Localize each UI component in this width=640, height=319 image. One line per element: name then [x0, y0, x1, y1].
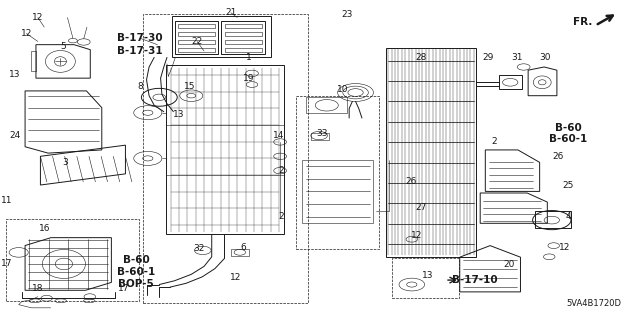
Bar	[225, 48, 262, 52]
Text: 12: 12	[20, 29, 32, 38]
Bar	[175, 21, 218, 54]
Text: 26: 26	[552, 152, 564, 161]
Text: 6: 6	[241, 243, 246, 252]
Text: FR.: FR.	[573, 17, 592, 27]
Bar	[221, 21, 265, 54]
Text: 12: 12	[559, 243, 570, 252]
Text: 13: 13	[173, 110, 184, 119]
Bar	[178, 24, 215, 28]
Text: 19: 19	[243, 74, 255, 83]
Text: 12: 12	[230, 273, 242, 282]
Text: 24: 24	[9, 131, 20, 140]
Bar	[225, 40, 262, 44]
Text: 3: 3	[62, 158, 68, 167]
Text: 5VA4B1720D: 5VA4B1720D	[566, 299, 621, 308]
Text: 26: 26	[406, 177, 417, 186]
Text: 12: 12	[32, 13, 44, 22]
Text: BOP-5: BOP-5	[118, 279, 154, 289]
Text: 18: 18	[32, 284, 44, 293]
Text: 12: 12	[411, 231, 422, 240]
Bar	[178, 32, 215, 36]
Text: 20: 20	[503, 260, 515, 269]
Text: 2: 2	[492, 137, 497, 146]
Bar	[392, 258, 459, 298]
Text: 17: 17	[118, 284, 129, 293]
Text: 8: 8	[137, 82, 143, 91]
Text: 10: 10	[337, 85, 349, 94]
Text: B-60-1: B-60-1	[549, 134, 588, 145]
Text: 31: 31	[511, 53, 523, 62]
Bar	[178, 40, 215, 44]
Text: 14: 14	[273, 131, 285, 140]
Text: 13: 13	[9, 70, 20, 79]
Text: 16: 16	[38, 224, 50, 233]
Text: 27: 27	[416, 203, 427, 212]
Text: B-17-10: B-17-10	[452, 275, 498, 285]
Bar	[6, 219, 139, 301]
Bar	[172, 16, 271, 57]
Text: B-60: B-60	[123, 255, 150, 265]
Bar	[225, 32, 262, 36]
Bar	[296, 96, 380, 249]
Text: B-17-31: B-17-31	[117, 46, 163, 56]
Bar	[385, 48, 476, 257]
Text: 23: 23	[342, 10, 353, 19]
Bar	[178, 48, 215, 52]
Text: 22: 22	[191, 37, 203, 46]
Text: B-60-1: B-60-1	[117, 267, 156, 277]
Text: 13: 13	[422, 271, 433, 280]
Bar	[311, 133, 329, 140]
Text: 32: 32	[193, 244, 205, 253]
Text: 28: 28	[416, 53, 427, 62]
Text: 21: 21	[225, 8, 237, 17]
Bar	[499, 75, 522, 89]
Text: 4: 4	[566, 212, 572, 221]
Text: 5: 5	[61, 42, 67, 51]
Bar	[143, 14, 308, 303]
Text: B-17-30: B-17-30	[117, 33, 163, 43]
Text: 2: 2	[278, 212, 284, 221]
Text: 30: 30	[540, 53, 551, 62]
Bar	[225, 24, 262, 28]
Text: 17: 17	[1, 259, 13, 268]
Text: 15: 15	[184, 82, 195, 91]
Text: 25: 25	[563, 181, 574, 190]
Bar	[306, 97, 348, 113]
Text: 2: 2	[278, 166, 284, 175]
Text: 33: 33	[316, 130, 328, 138]
Text: 11: 11	[1, 197, 13, 205]
Text: 29: 29	[482, 53, 493, 62]
Text: B-60: B-60	[555, 122, 582, 133]
Text: 1: 1	[246, 53, 252, 62]
Bar	[231, 249, 249, 256]
